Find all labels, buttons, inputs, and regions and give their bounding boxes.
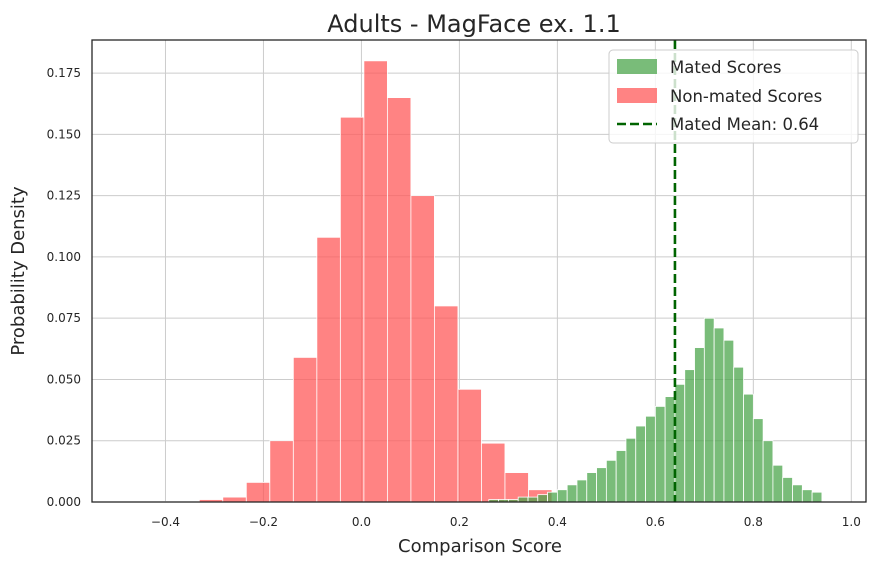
chart-title: Adults - MagFace ex. 1.1 — [327, 10, 620, 38]
x-tick-label: 1.0 — [842, 515, 861, 529]
mated-bar — [684, 369, 695, 503]
mated-bar — [615, 450, 627, 503]
y-tick-label: 0.000 — [47, 495, 81, 509]
plot-frame — [91, 39, 867, 503]
non-mated-bar — [316, 236, 341, 503]
mated-bar — [556, 489, 568, 503]
legend-label-mated-mean: Mated Mean: 0.64 — [670, 115, 819, 134]
non-mated-bar — [386, 97, 412, 503]
mated-bar — [811, 491, 823, 503]
mated-bar — [723, 339, 735, 503]
non-mated-bar — [339, 116, 365, 503]
x-tick-label: 0.8 — [744, 515, 763, 529]
mated-bar — [703, 317, 715, 503]
x-tick-label: 0.6 — [646, 515, 665, 529]
legend-swatch-non-mated — [617, 88, 657, 103]
mated-bar — [752, 418, 764, 503]
mated-bar — [547, 491, 558, 503]
mated-bar — [566, 484, 578, 503]
legend-label-non-mated: Non-mated Scores — [670, 87, 822, 106]
y-axis-ticks: 0.000 0.025 0.050 0.075 0.100 0.125 0.150 0.175 — [47, 66, 81, 509]
mated-bar — [586, 472, 597, 503]
x-axis-label: Comparison Score — [398, 536, 562, 557]
mated-bar — [733, 366, 744, 503]
y-tick-label: 0.100 — [47, 250, 81, 264]
x-tick-label: 0.0 — [352, 515, 371, 529]
mated-bar — [713, 327, 725, 503]
x-tick-label: −0.2 — [249, 515, 278, 529]
mated-bar — [801, 489, 813, 503]
non-mated-bar — [434, 305, 459, 503]
y-tick-label: 0.050 — [47, 372, 81, 386]
y-tick-label: 0.125 — [47, 189, 81, 203]
mated-bar — [772, 464, 784, 503]
mated-bar — [527, 496, 539, 503]
non-mated-bar — [269, 440, 294, 503]
mated-bar — [605, 459, 617, 503]
y-tick-label: 0.175 — [47, 66, 81, 80]
x-tick-label: 0.4 — [548, 515, 567, 529]
legend-label-mated: Mated Scores — [670, 58, 782, 77]
non-mated-bar — [222, 496, 247, 503]
mated-bar — [517, 496, 529, 503]
mated-bar — [576, 479, 588, 503]
mated-bar — [664, 396, 676, 503]
x-axis-ticks: −0.4 −0.2 0.0 0.2 0.4 0.6 0.8 1.0 — [151, 515, 861, 529]
y-tick-label: 0.150 — [47, 127, 81, 141]
non-mated-bar — [363, 60, 388, 503]
legend-swatch-mated — [617, 59, 657, 74]
mated-bar — [625, 437, 637, 503]
non-mated-bar — [457, 388, 482, 503]
mated-bar — [596, 467, 607, 503]
mated-bar — [674, 383, 686, 503]
mated-bar — [537, 494, 548, 503]
non-mated-bar — [410, 195, 435, 503]
mated-bar — [762, 440, 774, 503]
mated-bar — [645, 415, 656, 503]
non-mated-bars — [128, 60, 553, 503]
non-mated-bar — [292, 356, 318, 503]
x-tick-label: −0.4 — [151, 515, 180, 529]
x-tick-label: 0.2 — [450, 515, 469, 529]
mated-bars — [488, 317, 823, 503]
y-tick-label: 0.075 — [47, 311, 81, 325]
mated-bar — [782, 477, 793, 503]
legend-box — [608, 49, 859, 144]
mated-bar — [635, 425, 646, 503]
mated-bar — [694, 347, 705, 503]
mated-bar — [792, 484, 803, 503]
non-mated-bar — [481, 442, 506, 503]
mated-bar — [654, 406, 666, 503]
y-axis-label: Probability Density — [8, 186, 29, 356]
legend: Mated Scores Non-mated Scores Mated Mean… — [608, 49, 859, 144]
y-tick-label: 0.025 — [47, 434, 81, 448]
non-mated-bar — [245, 481, 271, 503]
mated-bar — [743, 393, 754, 503]
